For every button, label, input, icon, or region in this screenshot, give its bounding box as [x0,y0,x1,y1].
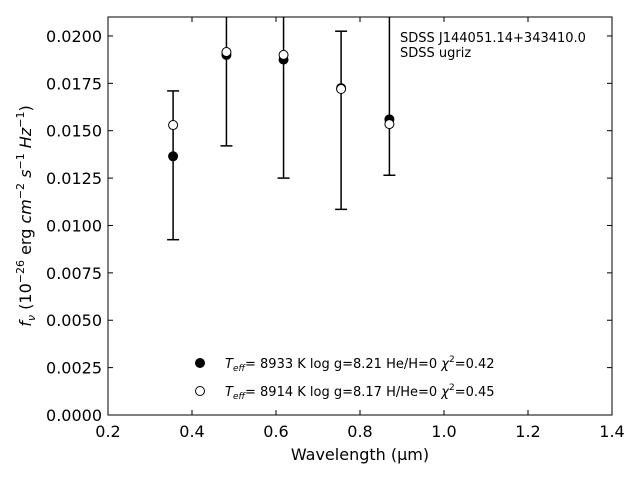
plot-area [107,16,613,416]
legend-marker-filled [195,358,205,368]
x-tick-label: 1.4 [599,422,624,441]
y-tick-label: 0.0100 [46,216,102,235]
x-tick-label: 0.6 [263,422,288,441]
y-tick-label: 0.0150 [46,122,102,141]
y-tick-label: 0.0125 [46,169,102,188]
error-bars [167,17,396,241]
annotation-line-1: SDSS J144051.14+343410.0 [400,31,586,46]
open-point [221,47,232,58]
open-point [384,119,395,130]
x-axis-label: Wavelength (μm) [291,445,429,464]
open-point [336,84,347,95]
x-tick-label: 1.2 [515,422,540,441]
x-tick-label: 0.4 [179,422,204,441]
legend-marker-open [195,386,205,396]
y-axis-label: fν (10−26 erg cm−2 s−1 Hz−1) [14,105,38,326]
open-point [168,120,179,131]
annotation-line-2: SDSS ugriz [400,46,471,61]
y-tick-label: 0.0075 [46,264,102,283]
y-tick-label: 0.0000 [46,406,102,425]
y-tick-label: 0.0025 [46,359,102,378]
legend: Teff= 8933 K log g=8.21 He/H=0 χ2=0.42 T… [195,355,495,402]
x-tick-label: 0.2 [95,422,120,441]
x-axis: 0.2 0.4 0.6 0.8 1.0 1.2 1.4 [95,17,625,441]
open-point [278,49,289,60]
x-tick-label: 0.8 [347,422,372,441]
y-tick-label: 0.0175 [46,74,102,93]
x-tick-label: 1.0 [431,422,456,441]
y-tick-label: 0.0200 [46,27,102,46]
y-tick-label: 0.0050 [46,311,102,330]
legend-entry-1: Teff= 8933 K log g=8.21 He/H=0 χ2=0.42 [225,355,495,374]
y-axis: 0.0000 0.0025 0.0050 0.0075 0.0100 0.0125 0.01… [46,27,612,425]
data-points [168,47,395,162]
filled-point [168,151,179,162]
legend-entry-2: Teff= 8914 K log g=8.17 H/He=0 χ2=0.45 [225,383,495,402]
